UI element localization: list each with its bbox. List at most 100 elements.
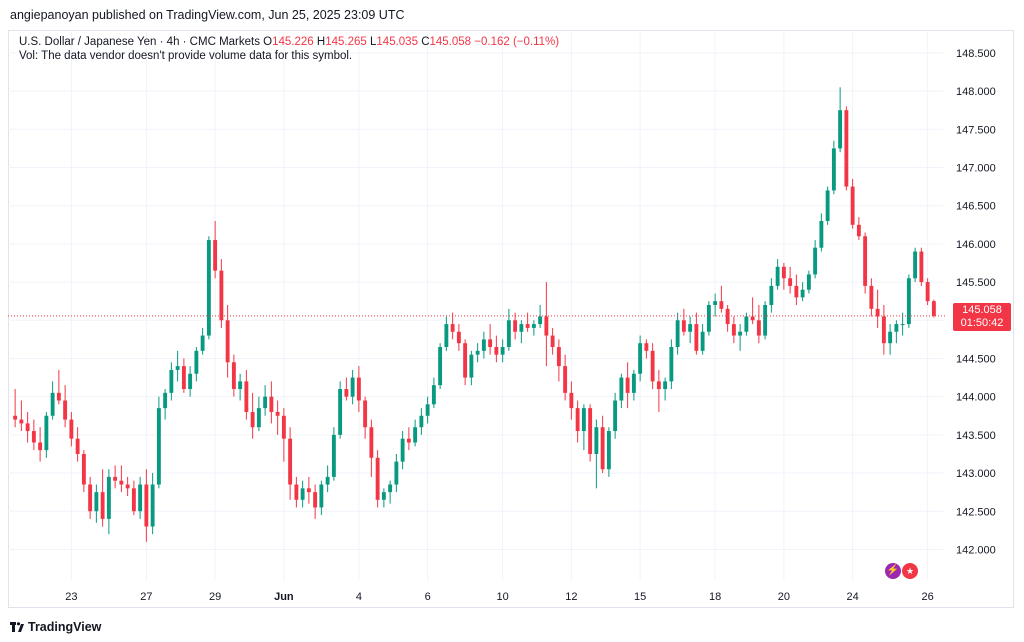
close-key: C: [421, 36, 430, 48]
candle-body: [575, 408, 580, 432]
candle-body: [663, 381, 668, 390]
x-tick-label: 24: [847, 591, 859, 603]
candle-body: [119, 480, 124, 485]
candle-body: [81, 453, 86, 485]
x-tick-label: 26: [922, 591, 934, 603]
candle-body: [525, 324, 530, 328]
candle-body: [369, 427, 374, 458]
candle-body: [419, 415, 424, 428]
candle-body: [675, 320, 680, 348]
candle-body: [163, 392, 168, 409]
candle-body: [344, 389, 349, 397]
candle-body: [825, 190, 830, 221]
candle-body: [138, 484, 143, 512]
close-value: 145.058: [429, 36, 472, 48]
candle-body: [406, 438, 411, 443]
candle-body: [744, 316, 749, 332]
candle-body: [850, 186, 855, 225]
candle-body: [806, 274, 811, 290]
us-flag-icon[interactable]: ★: [902, 563, 918, 579]
x-tick-label: 23: [65, 591, 77, 603]
candle-body: [831, 148, 836, 191]
open-value: 145.226: [272, 36, 314, 48]
candle-body: [769, 285, 774, 305]
y-tick-label: 143.500: [956, 430, 996, 442]
candle-body: [656, 381, 661, 390]
y-tick-label: 148.000: [956, 86, 996, 98]
candle-body: [800, 289, 805, 298]
candle-body: [856, 224, 861, 237]
candle-body: [731, 324, 736, 336]
lightning-icon[interactable]: ⚡: [885, 563, 901, 579]
candle-body: [275, 411, 280, 416]
candle-body: [88, 484, 93, 512]
candle-body: [688, 324, 693, 332]
y-tick-label: 144.000: [956, 392, 996, 404]
candle-body: [456, 331, 461, 344]
footer: [0, 610, 1024, 642]
y-tick-label: 143.000: [956, 468, 996, 480]
candle-body: [213, 240, 218, 271]
candle-body: [556, 347, 561, 367]
candle-body: [919, 251, 924, 283]
x-tick-label: 6: [425, 591, 431, 603]
candle-body: [569, 392, 574, 409]
candle-body: [763, 305, 768, 336]
candle-body: [250, 411, 255, 428]
candle-body: [331, 434, 336, 477]
candle-body: [650, 350, 655, 382]
symbol-label[interactable]: U.S. Dollar / Japanese Yen · 4h · CMC Ma…: [19, 36, 260, 48]
volume-note: Vol: The data vendor doesn't provide vol…: [19, 50, 353, 62]
candle-body: [581, 408, 586, 432]
candle-body: [25, 423, 30, 432]
candle-body: [538, 316, 543, 325]
candle-body: [425, 404, 430, 416]
candle-body: [588, 408, 593, 454]
candle-body: [469, 354, 474, 378]
candle-body: [600, 427, 605, 470]
x-tick-label: 10: [497, 591, 509, 603]
candle-body: [925, 282, 930, 302]
change-value: −0.162 (−0.11%): [474, 36, 560, 48]
candle-body: [288, 438, 293, 485]
candle-body: [63, 400, 68, 420]
candle-body: [494, 347, 499, 355]
candle-body: [394, 461, 399, 485]
x-tick-label: 4: [356, 591, 362, 603]
candle-body: [256, 408, 261, 428]
candle-body: [906, 278, 911, 325]
x-tick-label: 27: [140, 591, 152, 603]
candle-body: [281, 415, 286, 439]
candle-body: [738, 331, 743, 336]
candle-body: [775, 266, 780, 286]
candle-body: [200, 335, 205, 351]
chart-frame[interactable]: [8, 30, 1014, 608]
candle-body: [450, 324, 455, 332]
tradingview-logo[interactable]: TradingView: [10, 620, 101, 634]
x-tick-label: Jun: [274, 591, 294, 603]
y-tick-label: 146.500: [956, 201, 996, 213]
candle-body: [31, 431, 36, 443]
candle-body: [644, 343, 649, 351]
tradingview-logo-text: TradingView: [28, 620, 102, 634]
candle-body: [513, 320, 518, 332]
candle-body: [400, 438, 405, 462]
candle-body: [44, 415, 49, 451]
candle-body: [894, 324, 899, 332]
candle-body: [613, 400, 618, 432]
candle-body: [306, 488, 311, 493]
candle-body: [294, 484, 299, 500]
candle-body: [594, 427, 599, 454]
candle-body: [175, 366, 180, 370]
candle-body: [706, 305, 711, 332]
candle-body: [700, 331, 705, 351]
candle-body: [781, 266, 786, 279]
y-tick-label: 142.000: [956, 544, 996, 556]
chart-legend: U.S. Dollar / Japanese Yen · 4h · CMC Ma…: [19, 34, 559, 50]
candle-body: [350, 377, 355, 397]
bar-countdown: 01:50:42: [960, 317, 1004, 329]
candle-body: [550, 335, 555, 348]
candle-body: [725, 308, 730, 325]
candle-body: [481, 339, 486, 351]
